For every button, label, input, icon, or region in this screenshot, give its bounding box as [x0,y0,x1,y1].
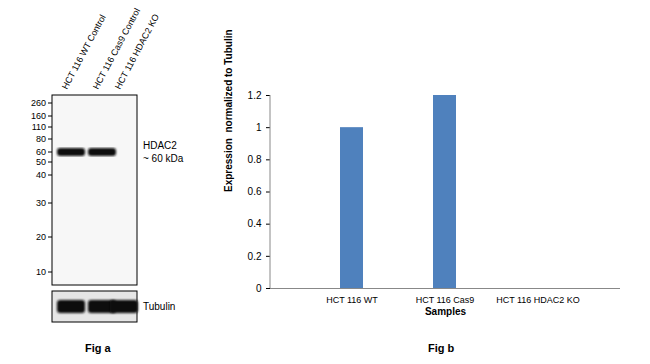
svg-text:Tubulin: Tubulin [143,301,175,312]
svg-text:0: 0 [256,283,262,294]
svg-text:160: 160 [31,111,46,121]
svg-text:0.2: 0.2 [248,251,262,262]
svg-text:80: 80 [36,134,46,144]
svg-text:10: 10 [36,267,46,277]
svg-text:0.6: 0.6 [248,186,262,197]
html-text:Fig a: Fig a [85,342,111,354]
svg-text:0.4: 0.4 [248,218,262,229]
html-text:Fig b: Fig b [428,342,455,354]
svg-text:HCT 116 Cas9: HCT 116 Cas9 [416,295,475,305]
svg-text:50: 50 [36,157,46,167]
svg-text:110: 110 [32,122,46,132]
svg-text:HCT 116 WT Control: HCT 116 WT Control [59,12,108,91]
svg-text:60: 60 [36,147,46,157]
svg-text:40: 40 [36,170,46,180]
svg-text:~ 60 kDa: ~ 60 kDa [143,153,184,164]
svg-text:HCT 116 WT: HCT 116 WT [326,295,378,305]
svg-text:HCT 116 Cas9 Control: HCT 116 Cas9 Control [90,6,143,91]
svg-text:Expression normalized to Tubu: Expression normalized to Tubulin [223,29,234,192]
svg-text:Samples: Samples [425,306,467,317]
svg-text:30: 30 [36,198,46,208]
svg-text:HDAC2: HDAC2 [143,140,177,151]
svg-text:0.8: 0.8 [248,154,262,165]
svg-text:260: 260 [31,98,46,108]
svg-text:20: 20 [36,232,46,242]
svg-text:HCT 116 HDAC2 KO: HCT 116 HDAC2 KO [496,295,580,305]
svg-text:1: 1 [256,122,262,133]
svg-text:1.2: 1.2 [248,90,262,101]
svg-text:HCT 116 HDAC2 KO: HCT 116 HDAC2 KO [113,12,161,91]
